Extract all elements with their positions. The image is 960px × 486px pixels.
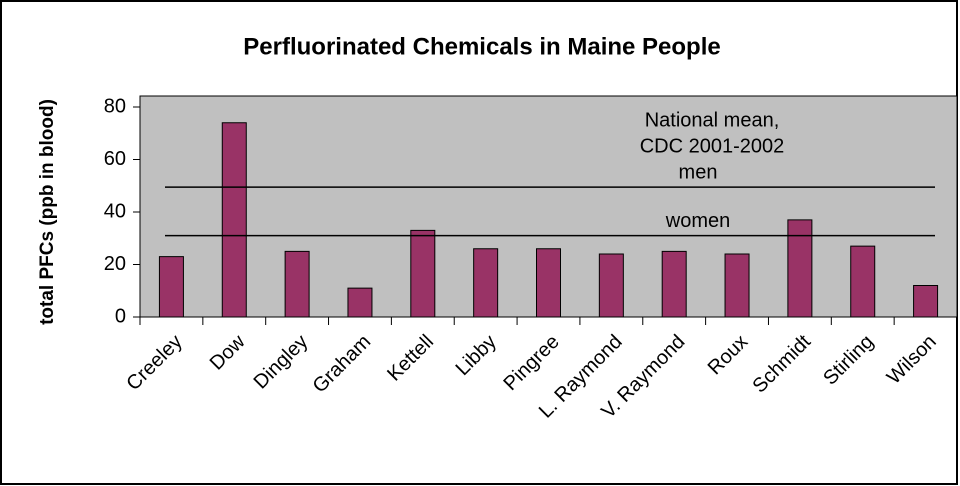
- bar: [787, 219, 813, 318]
- bar: [347, 287, 373, 318]
- y-tick-label: 40: [104, 200, 126, 222]
- bar: [221, 122, 247, 318]
- bar: [284, 250, 310, 318]
- reference-label: women: [665, 210, 730, 232]
- reference-label: men: [679, 161, 718, 183]
- y-tick-label: 0: [115, 305, 126, 327]
- y-axis-title: total PFCs (ppb in blood): [37, 99, 58, 325]
- bar: [536, 248, 561, 318]
- y-tick-label: 60: [104, 148, 126, 170]
- bar: [850, 245, 876, 318]
- annotation: National mean,: [645, 109, 780, 131]
- bar: [473, 248, 499, 318]
- bar: [598, 253, 624, 318]
- bar: [410, 229, 436, 318]
- bar: [661, 250, 687, 318]
- bar: [158, 256, 184, 318]
- y-tick-label: 20: [104, 253, 126, 275]
- bar: [913, 285, 939, 318]
- bar: [724, 253, 750, 318]
- chart-title: Perfluorinated Chemicals in Maine People: [243, 33, 720, 60]
- annotation: CDC 2001-2002: [640, 135, 785, 157]
- y-tick-label: 80: [104, 95, 126, 117]
